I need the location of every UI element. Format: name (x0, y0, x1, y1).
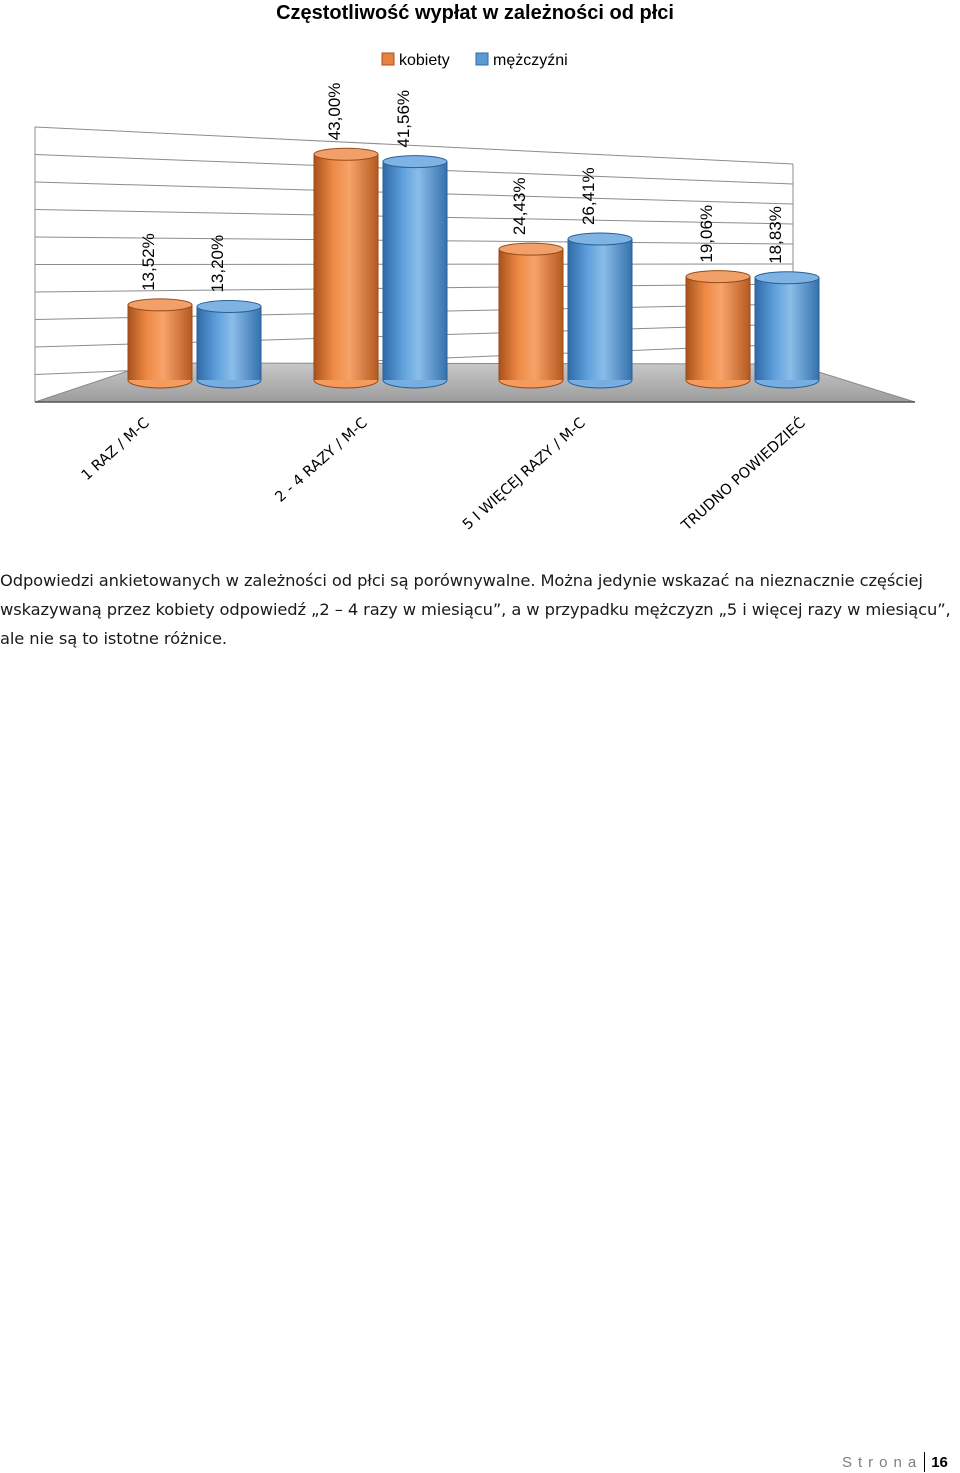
value-label: 24,43% (510, 177, 529, 235)
chart-title: Częstotliwość wypłat w zależności od płc… (276, 2, 674, 24)
legend-swatch-kobiety (381, 52, 395, 66)
value-label: 19,06% (697, 205, 716, 263)
bar-kobiety-0 (127, 298, 193, 389)
bar-mezczyzni-0 (196, 300, 262, 389)
bar-body (128, 304, 192, 380)
value-label: 41,56% (394, 90, 413, 148)
bar-body (383, 161, 447, 380)
category-label: 5 I WIĘCEJ RAZY / M-C (460, 415, 589, 533)
bar-body (568, 239, 632, 380)
category-labels: 1 RAZ / M-C 2 - 4 RAZY / M-C 5 I WIĘCEJ RA… (79, 414, 809, 535)
category-label: 1 RAZ / M-C (79, 415, 153, 484)
bar-kobiety-1 (313, 147, 379, 389)
bar-body (755, 277, 819, 380)
value-label: 43,00% (325, 83, 344, 141)
page-number: 16 (931, 1453, 948, 1471)
value-label: 13,20% (208, 235, 227, 293)
page-footer: Strona 16 (842, 1451, 948, 1473)
footer-label: Strona (842, 1453, 923, 1471)
value-label: 18,83% (766, 206, 785, 264)
legend: kobiety mężczyźni (381, 52, 568, 69)
bar-top (754, 271, 820, 285)
bar-top (567, 232, 633, 246)
bar-body (499, 249, 563, 380)
bar-body (314, 154, 378, 380)
bar-kobiety-3 (685, 270, 751, 389)
bar-mezczyzni-3 (754, 271, 820, 389)
bar-kobiety-2 (498, 242, 564, 389)
bar-top (127, 298, 193, 312)
value-label: 13,52% (139, 233, 158, 291)
bar-mezczyzni-1 (382, 155, 448, 389)
value-labels: 13,52% 13,20% 43,00% 41,56% 24,43% 26,41% 19,0… (139, 83, 785, 293)
footer-separator (924, 1452, 926, 1472)
bars (127, 147, 820, 389)
bar-top (382, 155, 448, 169)
description-paragraph: Odpowiedzi ankietowanych w zależności od… (0, 571, 951, 648)
legend-swatch-mezczyzni (475, 52, 489, 66)
legend-label-kobiety: kobiety (399, 52, 450, 69)
bar-top (685, 270, 751, 284)
bar-body (197, 306, 261, 380)
bar-body (686, 276, 750, 380)
bar-top (313, 147, 379, 161)
legend-label-mezczyzni: mężczyźni (493, 52, 568, 69)
bar-top (196, 300, 262, 314)
bar-mezczyzni-2 (567, 232, 633, 389)
chart: Częstotliwość wypłat w zależności od płc… (34, 2, 916, 535)
category-label: 2 - 4 RAZY / M-C (273, 415, 371, 506)
category-label: TRUDNO POWIEDZIEĆ (677, 414, 809, 535)
value-label: 26,41% (579, 167, 598, 225)
bar-top (498, 242, 564, 256)
gridline (34, 126, 794, 165)
